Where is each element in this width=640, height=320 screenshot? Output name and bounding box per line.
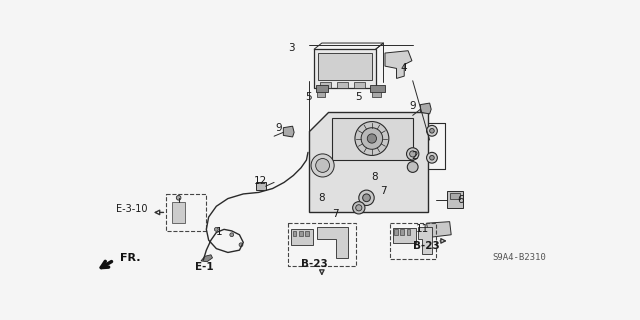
Circle shape [176, 196, 181, 200]
Bar [314, 49, 376, 88]
Text: 11: 11 [416, 224, 429, 234]
Text: 9: 9 [410, 101, 416, 111]
Circle shape [353, 202, 365, 214]
Bar [337, 82, 348, 88]
Bar [299, 231, 303, 236]
Bar [447, 191, 463, 208]
Circle shape [230, 233, 234, 237]
Polygon shape [427, 222, 451, 237]
Bar [305, 231, 308, 236]
Bar [257, 182, 266, 190]
Circle shape [311, 154, 334, 177]
Text: FR.: FR. [120, 253, 141, 263]
Polygon shape [317, 227, 348, 258]
Text: E-3-10: E-3-10 [116, 204, 147, 214]
Text: 7: 7 [332, 209, 339, 219]
Bar [372, 92, 381, 97]
Circle shape [427, 152, 437, 163]
Circle shape [429, 156, 435, 160]
Text: E-1: E-1 [195, 262, 214, 272]
Bar [166, 194, 206, 231]
Bar [317, 92, 325, 97]
Text: 5: 5 [355, 92, 362, 102]
Circle shape [355, 122, 389, 156]
Bar [450, 193, 460, 199]
Circle shape [410, 151, 416, 157]
Polygon shape [201, 255, 212, 262]
Bar [320, 82, 331, 88]
Polygon shape [284, 126, 294, 137]
Bar [354, 82, 365, 88]
Circle shape [429, 129, 435, 133]
Text: 4: 4 [400, 63, 407, 73]
Text: 7: 7 [380, 186, 387, 196]
Circle shape [427, 125, 437, 136]
Text: 3: 3 [288, 44, 294, 53]
Text: 12: 12 [253, 176, 267, 186]
Text: 9: 9 [275, 123, 282, 133]
Text: 5: 5 [305, 92, 312, 102]
Polygon shape [420, 103, 431, 114]
Text: B-23: B-23 [413, 241, 440, 251]
Circle shape [361, 128, 383, 149]
Bar [393, 228, 416, 243]
Polygon shape [385, 51, 412, 78]
Circle shape [363, 194, 371, 202]
Bar [318, 53, 372, 80]
Text: 8: 8 [319, 193, 325, 203]
Text: 2: 2 [411, 151, 417, 161]
Circle shape [316, 158, 330, 172]
Bar [332, 118, 413, 160]
Text: 8: 8 [371, 172, 378, 182]
Bar [369, 84, 385, 92]
Bar [394, 229, 398, 235]
Bar [316, 84, 328, 92]
Text: S9A4-B2310: S9A4-B2310 [492, 253, 546, 262]
Circle shape [239, 243, 243, 247]
Bar [291, 229, 312, 245]
Polygon shape [418, 227, 432, 254]
Bar [390, 223, 436, 259]
Circle shape [367, 134, 376, 143]
Bar [172, 202, 185, 223]
Circle shape [356, 205, 362, 211]
Polygon shape [308, 112, 428, 212]
Circle shape [214, 228, 218, 231]
Bar [292, 231, 296, 236]
Bar [406, 229, 410, 235]
Circle shape [406, 148, 419, 160]
Text: B-23: B-23 [301, 259, 328, 269]
Text: 1: 1 [215, 227, 222, 237]
Circle shape [359, 190, 374, 205]
Text: 6: 6 [457, 195, 464, 205]
Bar [288, 223, 356, 266]
Bar [401, 229, 404, 235]
Circle shape [407, 162, 418, 172]
